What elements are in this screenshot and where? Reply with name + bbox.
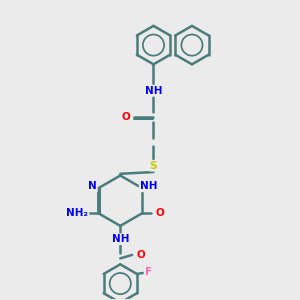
Text: O: O bbox=[121, 112, 130, 122]
Text: NH: NH bbox=[112, 234, 129, 244]
Text: NH: NH bbox=[140, 182, 157, 191]
Text: S: S bbox=[150, 161, 157, 171]
Text: N: N bbox=[88, 182, 97, 191]
Text: O: O bbox=[155, 208, 164, 218]
Text: O: O bbox=[136, 250, 145, 260]
Text: NH₂: NH₂ bbox=[67, 208, 88, 218]
Text: NH: NH bbox=[145, 85, 162, 96]
Text: F: F bbox=[145, 267, 152, 277]
